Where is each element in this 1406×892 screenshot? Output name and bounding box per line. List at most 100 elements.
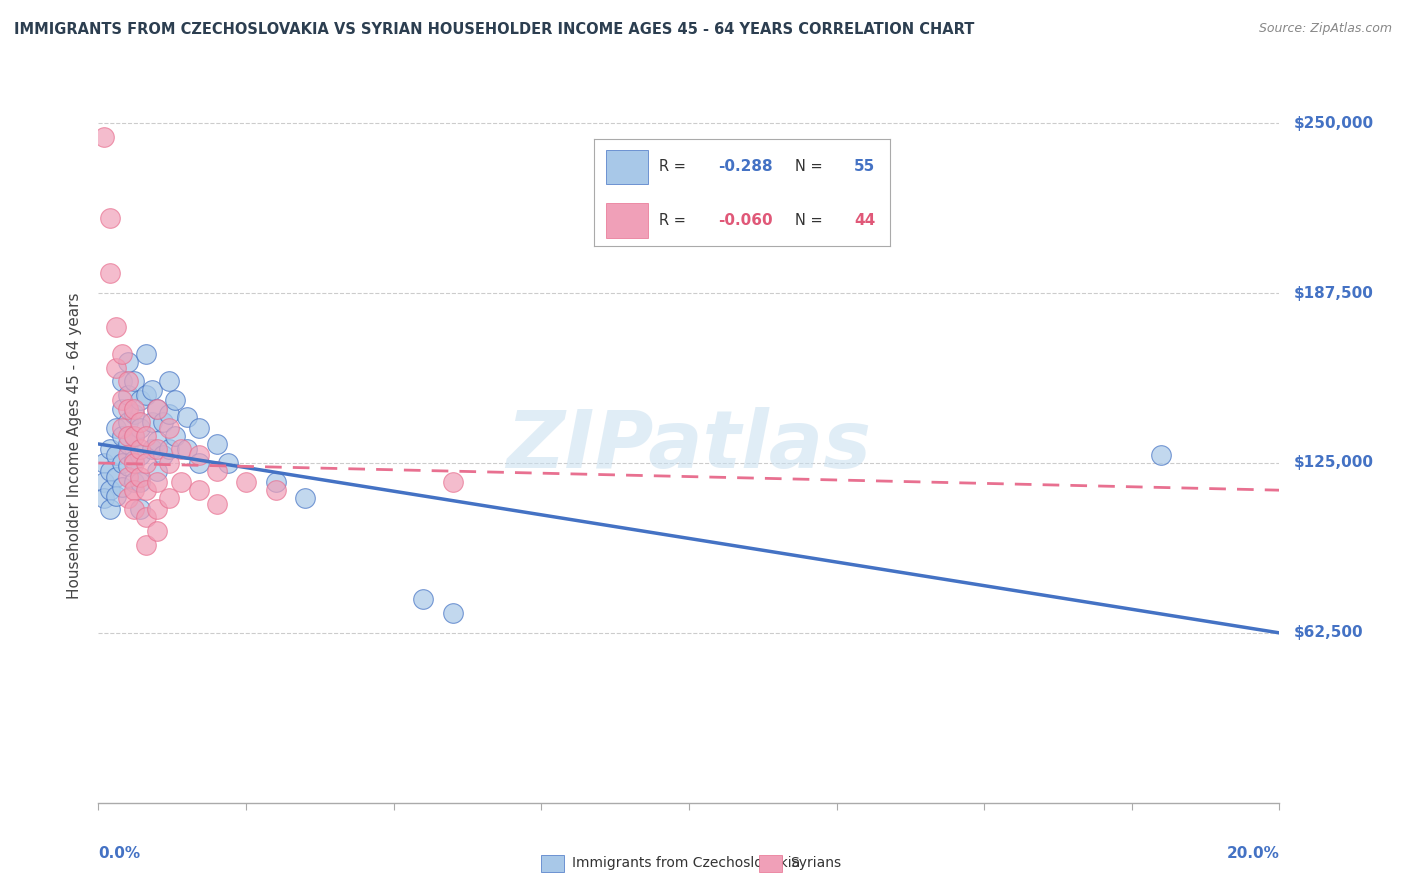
Point [205, 464, 228, 478]
Point [122, 453, 145, 467]
Point [205, 497, 228, 511]
Point [187, 420, 209, 434]
Point [141, 383, 163, 397]
Point [117, 355, 139, 369]
Point [146, 464, 169, 478]
Point [135, 456, 157, 470]
Point [141, 415, 163, 429]
Point [146, 524, 169, 538]
Text: Immigrants from Czechoslovakia: Immigrants from Czechoslovakia [572, 856, 800, 871]
Text: 0.0%: 0.0% [98, 846, 141, 861]
Text: $250,000: $250,000 [1294, 116, 1374, 131]
Point [117, 491, 139, 506]
Point [111, 456, 134, 470]
Point [146, 434, 169, 449]
Point [98, 266, 121, 280]
Y-axis label: Householder Income Ages 45 - 64 years: Householder Income Ages 45 - 64 years [67, 293, 83, 599]
Point [98, 502, 121, 516]
Point [98, 442, 121, 457]
Point [146, 401, 169, 416]
Point [157, 375, 180, 389]
Point [157, 442, 180, 457]
Point [105, 360, 128, 375]
Point [170, 475, 193, 489]
Point [1150, 448, 1173, 462]
Point [93, 456, 115, 470]
Point [122, 502, 145, 516]
Point [441, 606, 464, 620]
Point [117, 429, 139, 443]
Point [105, 469, 128, 483]
Point [135, 483, 157, 498]
Point [128, 420, 150, 434]
Point [412, 591, 434, 606]
Point [187, 448, 209, 462]
Point [152, 415, 174, 429]
Point [264, 475, 287, 489]
Point [93, 475, 115, 489]
Point [122, 429, 145, 443]
Point [165, 393, 187, 408]
Point [105, 448, 128, 462]
Point [98, 211, 121, 226]
Point [152, 448, 174, 462]
Point [128, 469, 150, 483]
Text: $125,000: $125,000 [1294, 456, 1374, 470]
Point [157, 456, 180, 470]
Point [111, 420, 134, 434]
Point [146, 401, 169, 416]
Point [146, 475, 169, 489]
Point [117, 401, 139, 416]
Point [117, 437, 139, 451]
Point [98, 483, 121, 498]
Text: Syrians: Syrians [790, 856, 841, 871]
Point [122, 401, 145, 416]
Point [135, 510, 157, 524]
Point [146, 442, 169, 457]
Point [117, 375, 139, 389]
Text: ZIPatlas: ZIPatlas [506, 407, 872, 485]
Point [122, 407, 145, 421]
Point [111, 393, 134, 408]
Point [117, 388, 139, 402]
Point [128, 393, 150, 408]
Point [187, 483, 209, 498]
Point [441, 475, 464, 489]
Point [157, 407, 180, 421]
Point [111, 375, 134, 389]
Point [105, 420, 128, 434]
Point [170, 442, 193, 457]
Point [117, 469, 139, 483]
Point [217, 456, 239, 470]
Point [176, 442, 198, 457]
Point [165, 429, 187, 443]
Point [122, 456, 145, 470]
Point [111, 347, 134, 361]
Point [141, 442, 163, 457]
Text: Source: ZipAtlas.com: Source: ZipAtlas.com [1258, 22, 1392, 36]
Point [122, 429, 145, 443]
Point [135, 388, 157, 402]
Point [117, 415, 139, 429]
Point [157, 420, 180, 434]
Text: IMMIGRANTS FROM CZECHOSLOVAKIA VS SYRIAN HOUSEHOLDER INCOME AGES 45 - 64 YEARS C: IMMIGRANTS FROM CZECHOSLOVAKIA VS SYRIAN… [14, 22, 974, 37]
Point [128, 442, 150, 457]
Point [111, 480, 134, 494]
Point [105, 489, 128, 503]
Point [105, 320, 128, 334]
Text: 20.0%: 20.0% [1226, 846, 1279, 861]
Point [111, 429, 134, 443]
Point [93, 129, 115, 144]
Point [128, 448, 150, 462]
Point [128, 475, 150, 489]
Point [128, 415, 150, 429]
Point [117, 458, 139, 473]
Point [176, 409, 198, 424]
Point [205, 437, 228, 451]
Text: $187,500: $187,500 [1294, 285, 1374, 301]
Point [187, 456, 209, 470]
Point [122, 483, 145, 498]
Point [146, 502, 169, 516]
Point [135, 347, 157, 361]
Point [111, 401, 134, 416]
